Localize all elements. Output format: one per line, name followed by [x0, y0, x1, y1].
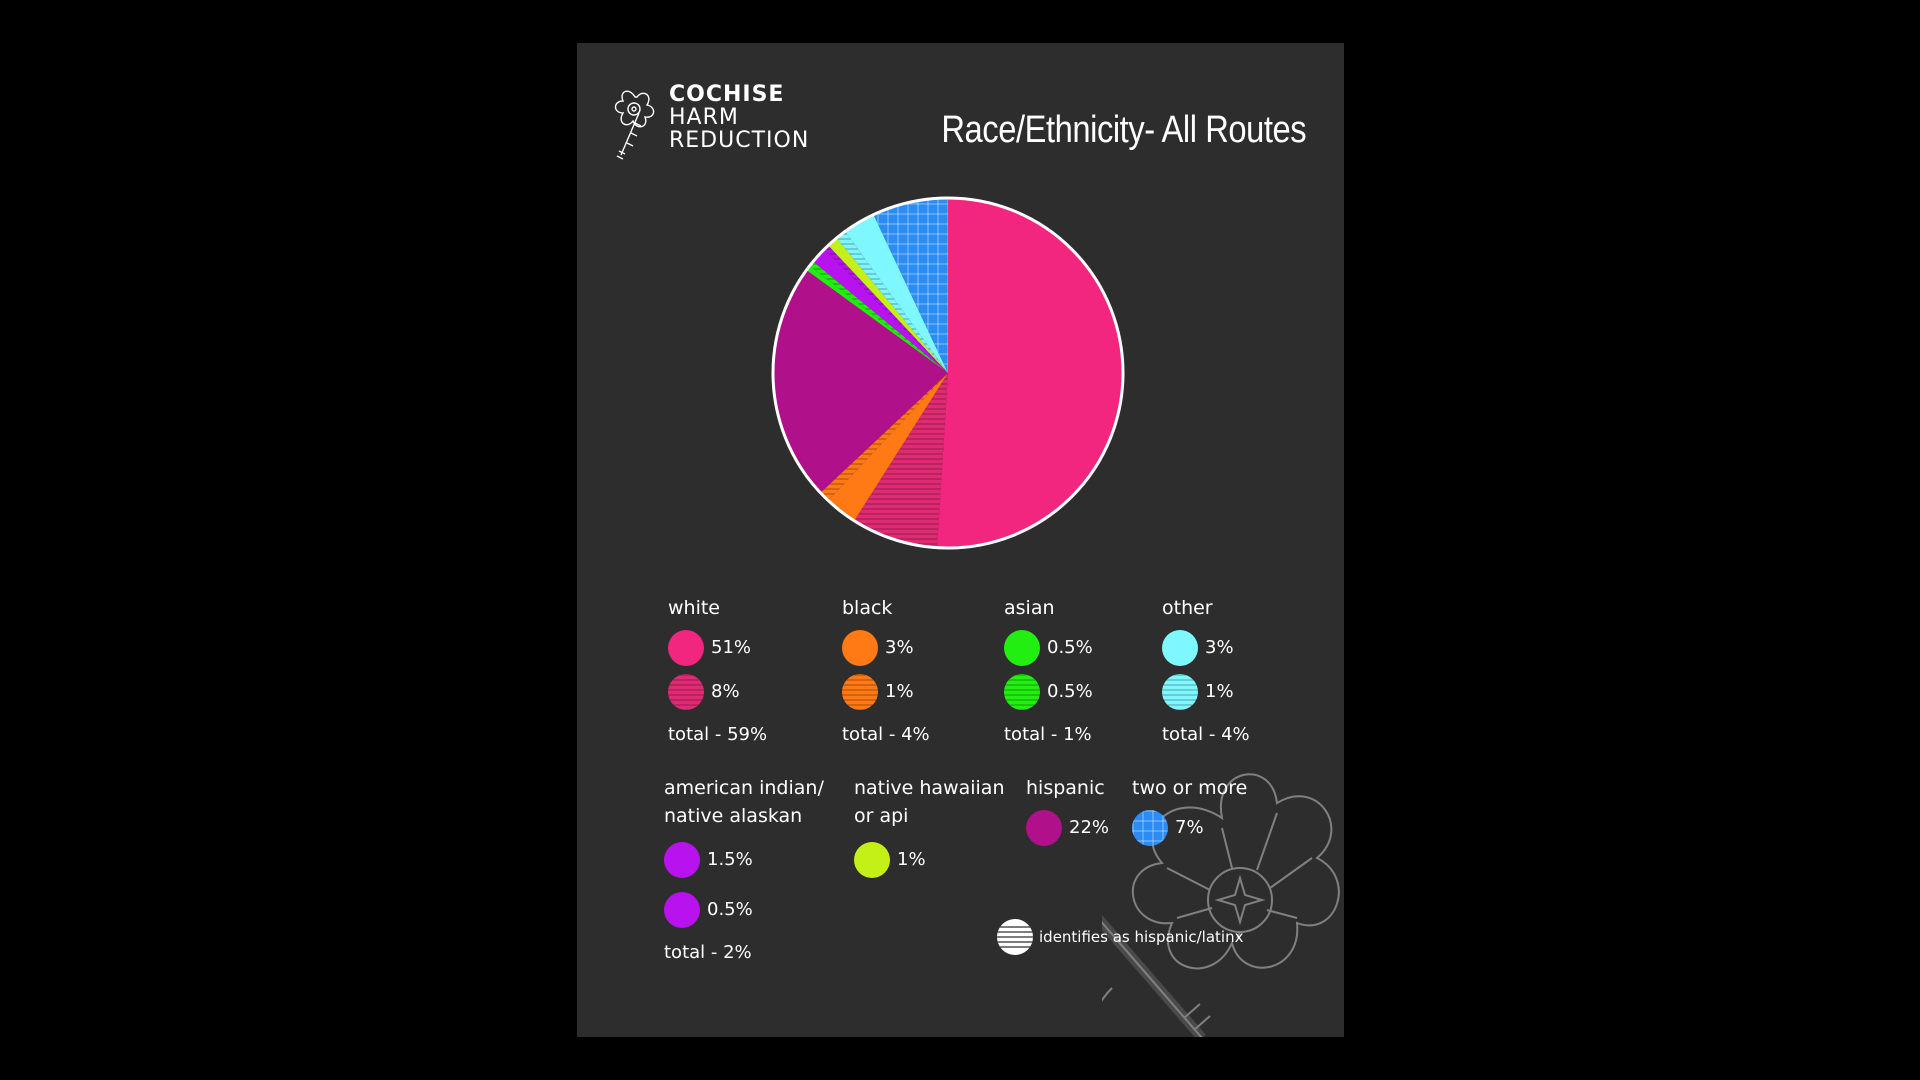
legend-name-american-indian-1: american indian/: [664, 777, 824, 799]
pie-slice-hatch-8: [824, 245, 948, 373]
pie-slice-hatch-12: [873, 198, 948, 373]
chart-title: Race/Ethnicity- All Routes: [941, 109, 1306, 151]
legend-swatch-hatched: [1162, 674, 1198, 710]
pie-outline: [771, 196, 1125, 550]
pie-slice-hatch-10: [836, 231, 948, 373]
pie-slice-white-0: [937, 197, 1124, 548]
legend-value: 1%: [1205, 681, 1234, 702]
legend-value: 22%: [1069, 817, 1110, 838]
legend-name-native-hawaiian-1: native hawaiian: [854, 777, 1005, 799]
brand-line-2: HARM: [669, 105, 739, 130]
pie-slice-black-2: [828, 373, 948, 521]
flower-syringe-decoration-icon: [1102, 773, 1340, 1037]
legend-swatch-grid: [1132, 810, 1168, 846]
legend-swatch-hatched: [1004, 674, 1040, 710]
legend-name-other: other: [1162, 597, 1213, 619]
pie-slice-hatch-3: [820, 373, 948, 501]
legend-name-asian: asian: [1004, 597, 1055, 619]
legend-value: 7%: [1175, 817, 1204, 838]
legend-swatch-hatched: [842, 674, 878, 710]
legend-swatch: [854, 842, 890, 878]
pie-slice-hatch-1: [854, 373, 948, 548]
legend-value: 1.5%: [707, 849, 753, 870]
legend-swatch: [668, 630, 704, 666]
legend-group-native-hawaiian: native hawaiian or api: [854, 774, 1005, 830]
legend-value: 3%: [1205, 637, 1234, 658]
pie-chart: [771, 196, 1125, 550]
legend-group-american-indian: american indian/ native alaskan: [664, 774, 824, 830]
brand-line-3: REDUCTION: [669, 128, 810, 153]
pie-slice-native-hawaiian-or-api-9: [828, 238, 948, 373]
legend-name-hispanic: hispanic: [1026, 777, 1105, 799]
legend-total-asian: total - 1%: [1004, 724, 1092, 745]
legend-name-white: white: [668, 597, 720, 619]
legend-group-white: white: [668, 594, 720, 622]
legend-value: 0.5%: [1047, 637, 1093, 658]
legend-group-other: other: [1162, 594, 1213, 622]
legend-group-two-or-more: two or more: [1132, 774, 1247, 802]
legend-group-hispanic: hispanic: [1026, 774, 1105, 802]
legend-total-black: total - 4%: [842, 724, 930, 745]
legend-swatch: [842, 630, 878, 666]
pie-slice-hispanic-4: [773, 270, 948, 493]
brand-line-1: COCHISE: [669, 82, 785, 107]
legend-swatch-hatched: [997, 919, 1033, 955]
legend-name-black: black: [842, 597, 893, 619]
legend-total-white: total - 59%: [668, 724, 768, 745]
legend-swatch: [664, 892, 700, 928]
flower-syringe-logo-icon: [614, 90, 655, 160]
legend-value: 0.5%: [1047, 681, 1093, 702]
legend-swatch-hatched: [668, 674, 704, 710]
legend-name-native-hawaiian-2: or api: [854, 805, 909, 827]
legend-name-two-or-more: two or more: [1132, 777, 1248, 799]
legend-value: 1%: [885, 681, 914, 702]
pie-slice-american-indian-native-alaskan-7: [813, 249, 948, 373]
legend-total-american-indian: total - 2%: [664, 942, 752, 963]
brand-logo: COCHISE HARM REDUCTION: [611, 83, 851, 163]
legend-value: 0.5%: [707, 899, 753, 920]
pie-slice-other-11: [845, 214, 948, 373]
legend-swatch: [664, 842, 700, 878]
infographic-card: COCHISE HARM REDUCTION Race/Ethnicity- A…: [577, 43, 1344, 1037]
legend-total-other: total - 4%: [1162, 724, 1250, 745]
legend-value: 3%: [885, 637, 914, 658]
legend-swatch: [1162, 630, 1198, 666]
legend-swatch: [1026, 810, 1062, 846]
legend-note-text: identifies as hispanic/latinx: [1039, 928, 1244, 946]
legend-group-asian: asian: [1004, 594, 1055, 622]
legend-group-black: black: [842, 594, 892, 622]
legend-swatch: [1004, 630, 1040, 666]
legend-value: 51%: [711, 637, 752, 658]
legend-name-american-indian-2: native alaskan: [664, 805, 803, 827]
pie-slice-hatch-6: [809, 261, 948, 373]
pie-slice-asian-5: [806, 265, 948, 373]
legend-value: 8%: [711, 681, 740, 702]
legend-value: 1%: [897, 849, 926, 870]
